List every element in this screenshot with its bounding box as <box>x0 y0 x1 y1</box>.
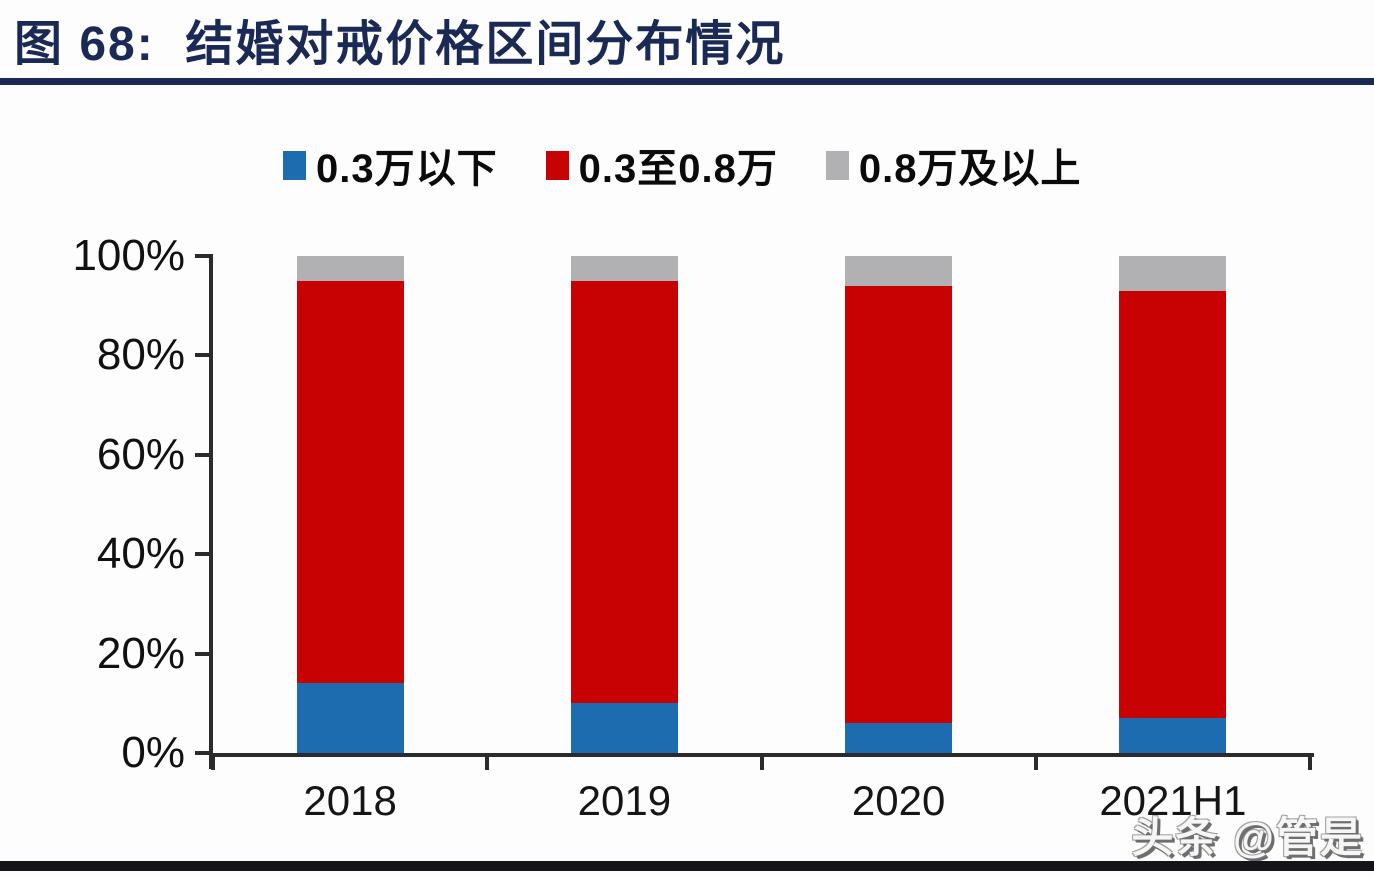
x-axis-label: 2019 <box>577 777 672 824</box>
y-tick <box>195 751 209 755</box>
y-tick <box>195 452 209 457</box>
x-tick <box>1033 753 1038 770</box>
bar-segment-0.3至0.8万 <box>1119 290 1227 719</box>
legend-label-below-03: 0.3万以下 <box>316 147 498 191</box>
legend-item-below-03: 0.3万以下 <box>283 136 498 194</box>
y-axis-label: 20% <box>96 628 185 678</box>
y-axis-label: 100% <box>72 231 185 280</box>
toutiao-watermark: 头条 @管是 <box>1131 814 1364 861</box>
legend: 0.3万以下 0.3至0.8万 0.8万及以上 <box>283 136 1081 194</box>
bar-segment-0.3万以下 <box>845 723 953 753</box>
y-tick <box>195 651 209 656</box>
bar-segment-0.8万及以上 <box>1119 256 1227 291</box>
x-axis-label: 2021H1 <box>1099 777 1247 824</box>
legend-swatch-gray-icon <box>825 150 849 180</box>
y-axis-label: 0% <box>121 728 185 777</box>
bar-2021H1 <box>1119 256 1227 753</box>
x-tick <box>759 753 764 770</box>
bottom-border-bar <box>0 861 1374 871</box>
x-axis-label: 2020 <box>851 777 946 824</box>
figure-title: 图 68: 结婚对戒价格区间分布情况 <box>14 18 786 71</box>
bar-2020 <box>845 256 953 753</box>
bar-segment-0.3至0.8万 <box>845 285 953 724</box>
legend-swatch-blue-icon <box>283 150 306 180</box>
bar-segment-0.3万以下 <box>296 683 404 753</box>
x-tick <box>485 753 490 770</box>
legend-label-03-to-08: 0.3至0.8万 <box>578 147 778 191</box>
x-tick <box>1308 753 1312 770</box>
bar-segment-0.3万以下 <box>1119 718 1227 753</box>
y-axis-label: 40% <box>96 529 185 579</box>
title-divider-line <box>0 78 1374 85</box>
y-tick <box>195 552 209 557</box>
bar-segment-0.8万及以上 <box>570 256 678 281</box>
y-axis-label: 80% <box>96 330 185 380</box>
y-tick <box>195 254 209 258</box>
y-axis-line <box>209 254 213 769</box>
bar-segment-0.3万以下 <box>570 703 678 753</box>
legend-swatch-red-icon <box>545 150 569 180</box>
legend-label-above-08: 0.8万及以上 <box>858 147 1082 191</box>
bar-segment-0.3至0.8万 <box>570 280 678 704</box>
y-tick <box>195 353 209 358</box>
y-axis-label: 60% <box>96 429 185 479</box>
x-axis-label: 2018 <box>303 777 397 824</box>
legend-item-above-08: 0.8万及以上 <box>825 136 1082 194</box>
bar-2018 <box>296 256 404 753</box>
x-tick <box>211 753 215 770</box>
bar-2019 <box>570 256 678 753</box>
bar-segment-0.8万及以上 <box>296 256 404 281</box>
bar-segment-0.3至0.8万 <box>296 280 404 684</box>
legend-item-03-to-08: 0.3至0.8万 <box>545 136 778 194</box>
bar-segment-0.8万及以上 <box>845 256 953 286</box>
